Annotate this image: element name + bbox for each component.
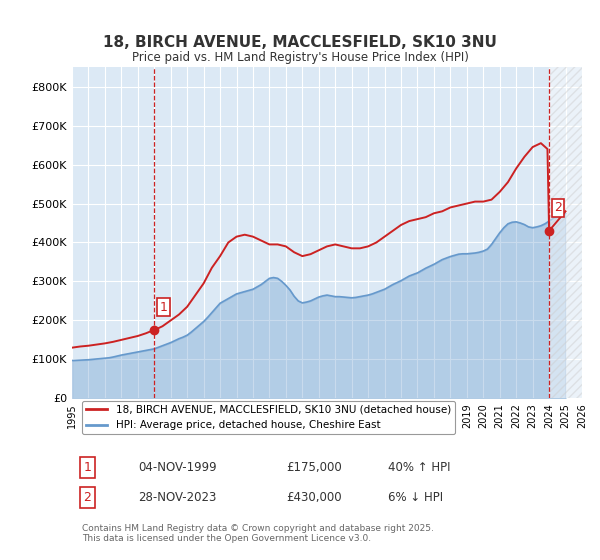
Text: 1: 1 [159, 301, 167, 314]
Text: 28-NOV-2023: 28-NOV-2023 [139, 491, 217, 504]
Text: 6% ↓ HPI: 6% ↓ HPI [388, 491, 443, 504]
Text: 1: 1 [83, 461, 91, 474]
Text: £430,000: £430,000 [286, 491, 342, 504]
Text: 04-NOV-1999: 04-NOV-1999 [139, 461, 217, 474]
Text: Contains HM Land Registry data © Crown copyright and database right 2025.
This d: Contains HM Land Registry data © Crown c… [82, 524, 434, 543]
Bar [549, 67, 582, 398]
Text: 2: 2 [554, 202, 562, 214]
Text: 18, BIRCH AVENUE, MACCLESFIELD, SK10 3NU: 18, BIRCH AVENUE, MACCLESFIELD, SK10 3NU [103, 35, 497, 50]
Text: £175,000: £175,000 [286, 461, 342, 474]
Legend: 18, BIRCH AVENUE, MACCLESFIELD, SK10 3NU (detached house), HPI: Average price, d: 18, BIRCH AVENUE, MACCLESFIELD, SK10 3NU… [82, 401, 455, 435]
Text: 2: 2 [83, 491, 91, 504]
Text: Price paid vs. HM Land Registry's House Price Index (HPI): Price paid vs. HM Land Registry's House … [131, 52, 469, 64]
Text: 40% ↑ HPI: 40% ↑ HPI [388, 461, 451, 474]
